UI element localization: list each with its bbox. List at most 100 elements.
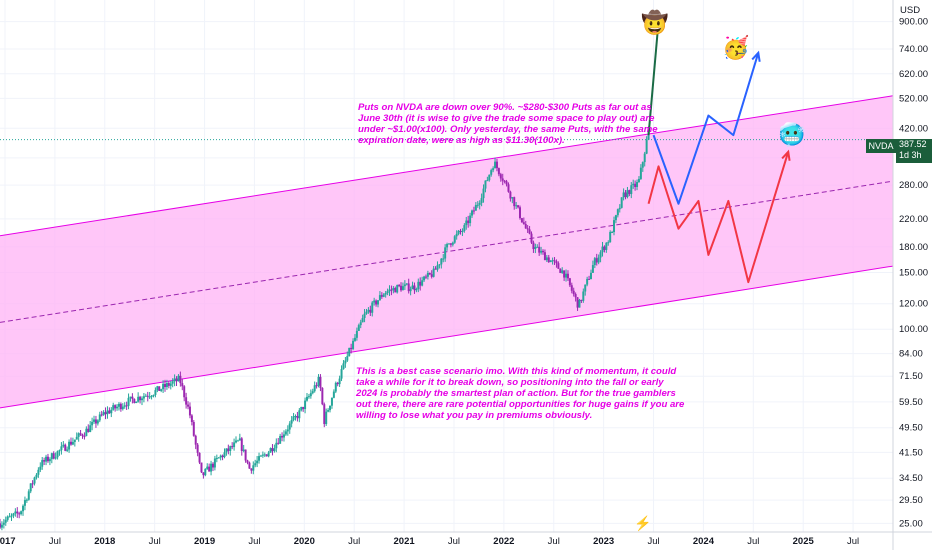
price-tick-label: 220.00 bbox=[899, 214, 928, 225]
candle-body bbox=[85, 428, 88, 437]
time-tick-label: Jul bbox=[647, 536, 659, 547]
time-tick-label: 2017 bbox=[0, 536, 16, 547]
candle-body bbox=[327, 410, 330, 412]
candle-body bbox=[56, 451, 59, 458]
candle-body bbox=[302, 406, 305, 410]
candle-body bbox=[282, 434, 285, 438]
price-tick-label: 420.00 bbox=[899, 123, 928, 134]
candle-body bbox=[273, 448, 276, 452]
candle-body bbox=[173, 378, 176, 382]
candle-body bbox=[16, 511, 19, 514]
candle-body bbox=[256, 460, 259, 464]
candle-body bbox=[246, 460, 249, 463]
candle-body bbox=[334, 382, 337, 392]
candle-body bbox=[204, 469, 207, 476]
lightning-icon[interactable]: ⚡ bbox=[634, 515, 652, 531]
candle-body bbox=[311, 391, 314, 394]
candle-body bbox=[517, 205, 520, 208]
candle-body bbox=[584, 284, 587, 292]
candle-body bbox=[593, 258, 596, 266]
candle-body bbox=[620, 197, 623, 208]
candle-body bbox=[179, 375, 182, 384]
candle-body bbox=[528, 229, 531, 234]
candle-body bbox=[164, 383, 167, 388]
candle-body bbox=[158, 386, 161, 391]
candle-body bbox=[152, 394, 155, 397]
candle-body bbox=[432, 268, 435, 277]
candle-body bbox=[568, 278, 571, 286]
candle-body bbox=[482, 188, 485, 199]
price-tick-label: 900.00 bbox=[899, 17, 928, 28]
candle-body bbox=[177, 375, 180, 382]
candle-body bbox=[449, 243, 452, 245]
candle-body bbox=[27, 491, 30, 500]
candle-body bbox=[117, 403, 120, 407]
candle-body bbox=[526, 228, 529, 230]
candle-body bbox=[357, 325, 360, 331]
candle-body bbox=[426, 272, 429, 277]
candle-body bbox=[0, 524, 3, 528]
candle-body bbox=[542, 250, 545, 253]
candle-body bbox=[639, 167, 642, 179]
candle-body bbox=[187, 404, 190, 407]
candle-body bbox=[352, 340, 355, 349]
candle-body bbox=[547, 257, 550, 263]
candle-body bbox=[378, 295, 381, 301]
candle-body bbox=[630, 185, 633, 195]
candle-body bbox=[281, 435, 284, 438]
candle-body bbox=[185, 397, 188, 405]
candle-body bbox=[338, 378, 341, 385]
candle-body bbox=[474, 205, 477, 211]
candle-body bbox=[236, 440, 239, 442]
candle-body bbox=[330, 397, 333, 406]
candle-body bbox=[98, 414, 101, 421]
candle-body bbox=[296, 416, 299, 419]
candle-body bbox=[25, 499, 28, 501]
candle-body bbox=[286, 429, 289, 432]
candle-body bbox=[438, 264, 441, 266]
candle-body bbox=[467, 220, 470, 224]
candle-body bbox=[298, 410, 301, 419]
candle-body bbox=[45, 456, 48, 462]
candle-body bbox=[576, 297, 579, 308]
candle-body bbox=[455, 233, 458, 237]
candle-body bbox=[154, 390, 157, 395]
candle-body bbox=[210, 463, 213, 472]
candle-body bbox=[434, 268, 437, 270]
candle-body bbox=[409, 289, 412, 292]
candle-body bbox=[365, 311, 368, 314]
candle-body bbox=[242, 449, 245, 451]
candle-body bbox=[376, 300, 379, 305]
candle-body bbox=[634, 183, 637, 187]
candle-body bbox=[400, 285, 403, 291]
candle-body bbox=[206, 466, 209, 470]
candle-body bbox=[595, 258, 598, 263]
candle-body bbox=[71, 441, 74, 445]
candle-body bbox=[361, 317, 364, 323]
candle-body bbox=[240, 438, 243, 451]
candle-body bbox=[58, 450, 61, 452]
candle-body bbox=[123, 405, 126, 407]
candle-body bbox=[645, 139, 648, 154]
candle-body bbox=[135, 401, 138, 404]
candle-body bbox=[250, 468, 253, 471]
countdown: 1d 3h bbox=[899, 150, 922, 160]
candle-body bbox=[367, 309, 370, 312]
candle-body bbox=[148, 396, 151, 398]
candle-body bbox=[348, 347, 351, 357]
candle-body bbox=[4, 519, 7, 523]
candle-body bbox=[384, 293, 387, 295]
candle-body bbox=[515, 205, 518, 207]
candle-body bbox=[628, 190, 631, 195]
candle-body bbox=[442, 258, 445, 260]
candle-body bbox=[478, 202, 481, 205]
symbol-tag: NVDA bbox=[866, 139, 896, 153]
candle-body bbox=[363, 313, 366, 318]
candle-body bbox=[171, 381, 174, 384]
annotation-scenario: This is a best case scenario imo. With t… bbox=[356, 366, 685, 421]
candle-body bbox=[430, 274, 433, 277]
candle-body bbox=[421, 280, 424, 286]
candle-body bbox=[89, 425, 92, 433]
candle-body bbox=[146, 395, 149, 397]
